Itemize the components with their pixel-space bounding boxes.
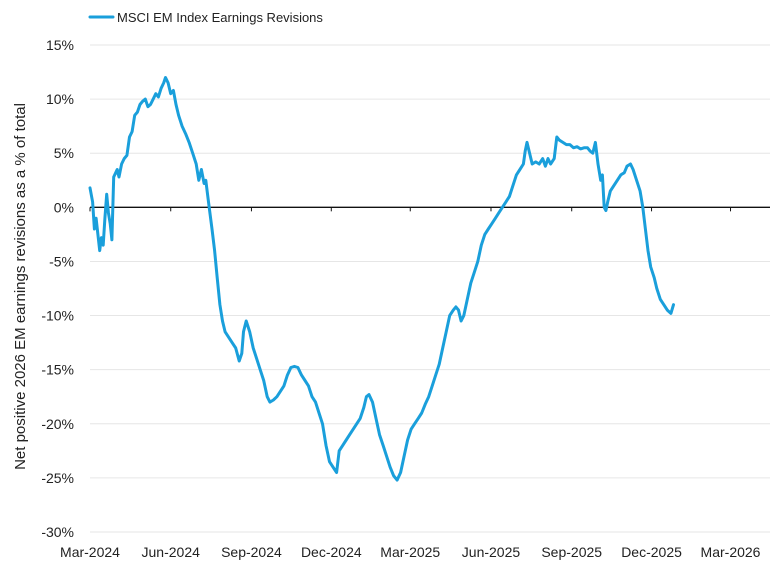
x-tick-label: Mar-2025 bbox=[380, 544, 440, 560]
gridlines bbox=[90, 44, 770, 533]
x-tick-label: Jun-2025 bbox=[462, 544, 521, 560]
y-tick-label: 5% bbox=[54, 145, 74, 161]
x-tick-label: Mar-2026 bbox=[701, 544, 761, 560]
series-line bbox=[88, 76, 675, 482]
legend: MSCI EM Index Earnings Revisions bbox=[88, 10, 323, 25]
x-tick-label: Sep-2025 bbox=[541, 544, 602, 560]
x-tick-label: Dec-2024 bbox=[301, 544, 362, 560]
y-tick-label: -25% bbox=[41, 470, 74, 486]
legend-label: MSCI EM Index Earnings Revisions bbox=[117, 10, 323, 25]
zero-line-group bbox=[89, 206, 770, 212]
y-tick-label: 0% bbox=[54, 199, 74, 215]
y-tick-label: 15% bbox=[46, 37, 74, 53]
y-tick-label: -5% bbox=[49, 253, 74, 269]
y-tick-label: 10% bbox=[46, 91, 74, 107]
series-group bbox=[88, 76, 675, 482]
y-tick-label: -10% bbox=[41, 308, 74, 324]
y-axis-title: Net positive 2026 EM earnings revisions … bbox=[12, 103, 29, 470]
x-tick-label: Jun-2024 bbox=[142, 544, 201, 560]
x-tick-label: Sep-2024 bbox=[221, 544, 282, 560]
y-axis-tick-labels: 15% 10% 5% 0% -5% -10% -15% -20% -25% -30% bbox=[41, 37, 74, 540]
x-tick-label: Dec-2025 bbox=[621, 544, 682, 560]
x-axis-tick-labels: Mar-2024 Jun-2024 Sep-2024 Dec-2024 Mar-2025… bbox=[60, 544, 761, 560]
x-tick-label: Mar-2024 bbox=[60, 544, 120, 560]
y-tick-label: -30% bbox=[41, 524, 74, 540]
y-tick-label: -15% bbox=[41, 362, 74, 378]
y-tick-label: -20% bbox=[41, 416, 74, 432]
